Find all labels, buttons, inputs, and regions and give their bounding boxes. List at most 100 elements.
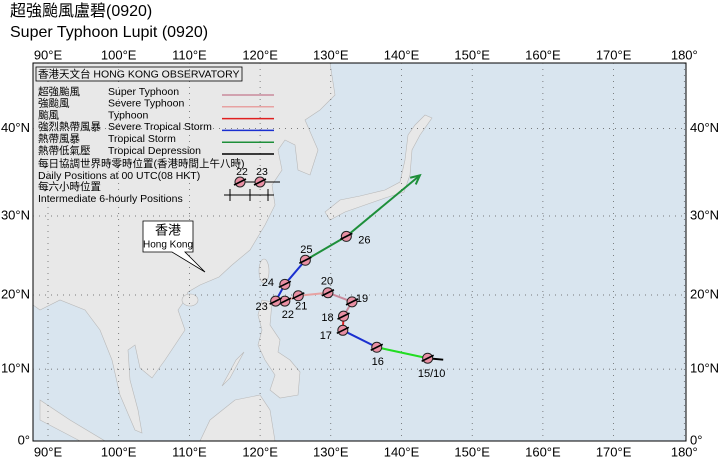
legend-daily-zh: 每日協調世界時零時位置(香港時間上午八時) — [38, 157, 245, 170]
daily-position — [336, 324, 350, 336]
legend-label-en: Super Typhoon — [108, 86, 179, 98]
lon-label-bottom: 120°E — [242, 444, 278, 459]
day-label: 25 — [300, 244, 312, 256]
legend-hourly-zh: 每六小時位置 — [38, 180, 101, 193]
daily-position — [278, 295, 292, 307]
lon-label-bottom: 90°E — [34, 444, 63, 459]
lon-label-top: 110°E — [172, 47, 207, 62]
legend-title-box — [35, 66, 243, 82]
position-bar — [321, 289, 335, 297]
legend-label-zh: 颱風 — [38, 109, 59, 121]
position-bar — [337, 312, 350, 320]
lon-label-top: 140°E — [384, 47, 420, 62]
lon-label-top: 150°E — [454, 47, 490, 62]
daily-position — [345, 296, 359, 308]
track-segment — [304, 235, 347, 262]
daily-position — [337, 310, 350, 322]
lat-label-right: 10°N — [690, 361, 718, 376]
lat-label-right: 0° — [690, 432, 702, 447]
legend-label-zh: 強烈熱帶風暴 — [38, 120, 101, 133]
day-label: 21 — [295, 301, 307, 313]
lon-label-bottom: 100°E — [101, 444, 137, 459]
map-frame — [32, 62, 687, 442]
lon-label-bottom: 150°E — [454, 444, 490, 459]
daily-position — [339, 230, 353, 242]
sample-label: 23 — [256, 166, 268, 178]
position-bar — [298, 256, 312, 264]
lat-label-right: 20°N — [690, 286, 718, 301]
daily-position — [298, 254, 312, 266]
lon-label-bottom: 130°E — [313, 444, 349, 459]
daily-position — [253, 176, 267, 188]
daily-position — [291, 290, 305, 302]
legend-label-zh: 熱帶風暴 — [38, 132, 80, 145]
position-bar — [253, 178, 267, 186]
lat-label-left: 40°N — [1, 120, 30, 135]
legend-label-zh: 熱帶低氣壓 — [38, 144, 91, 157]
daily-position — [278, 278, 292, 290]
legend-label-en: Severe Typhoon — [108, 98, 184, 110]
legend-label-zh: 超強颱風 — [38, 85, 80, 98]
day-label: 19 — [356, 293, 368, 305]
lon-label-top: 160°E — [525, 47, 561, 62]
callout-en: Hong Kong — [143, 240, 193, 251]
title-en: Super Typhoon Lupit (0920) — [10, 24, 208, 41]
daily-position — [421, 352, 435, 364]
position-bar — [278, 280, 292, 289]
lon-label-bottom: 160°E — [525, 444, 561, 459]
day-label: 22 — [282, 309, 294, 321]
position-bar — [233, 178, 247, 186]
legend-daily-en: Daily Positions at 00 UTC(08 HKT) — [38, 170, 200, 182]
legend-label-en: Typhoon — [108, 109, 148, 121]
lon-label-top: 120°E — [242, 47, 278, 62]
day-label: 26 — [358, 234, 370, 246]
lon-label-top: 170°E — [596, 47, 632, 62]
legend-label-en: Tropical Depression — [108, 145, 201, 157]
daily-position — [233, 176, 247, 188]
title-zh: 超強颱風盧碧(0920) — [10, 2, 152, 20]
lat-label-right: 40°N — [690, 120, 718, 135]
lon-label-top: 130°E — [313, 47, 349, 62]
daily-position — [321, 287, 335, 299]
lon-label-top: 100°E — [101, 47, 137, 62]
track-segment — [342, 329, 378, 349]
position-bar — [291, 292, 305, 300]
lon-label-bottom: 170°E — [596, 444, 632, 459]
day-label: 24 — [262, 277, 274, 289]
position-bar — [269, 297, 283, 305]
callout-zh: 香港 — [155, 222, 181, 237]
sample-label: 22 — [236, 166, 248, 178]
position-bar — [278, 297, 292, 305]
lon-label-bottom: 140°E — [384, 444, 420, 459]
day-label: 18 — [321, 312, 333, 324]
hong-kong-callout: 香港 Hong Kong — [142, 220, 206, 273]
lon-label-top: 180° — [671, 47, 698, 62]
position-bar — [345, 298, 359, 306]
position-bar — [421, 354, 435, 362]
callout-box — [142, 220, 206, 273]
legend-hourly-en: Intermediate 6-hourly Positions — [38, 193, 183, 205]
track-segment — [345, 174, 421, 238]
day-label: 15/10 — [418, 368, 446, 380]
daily-position — [370, 341, 384, 353]
position-bar — [339, 232, 353, 241]
track-arrowhead — [409, 173, 422, 185]
day-label: 20 — [321, 276, 333, 288]
daily-position — [269, 295, 283, 307]
lat-label-left: 20°N — [1, 286, 30, 301]
legend-label-en: Severe Tropical Storm — [108, 121, 212, 133]
day-label: 17 — [320, 330, 332, 342]
legend-label-en: Tropical Storm — [108, 133, 176, 145]
lat-label-left: 0° — [18, 432, 30, 447]
legend-label-zh: 強颱風 — [38, 97, 70, 110]
lat-label-right: 30°N — [690, 207, 718, 222]
position-bar — [336, 326, 350, 335]
lat-label-left: 10°N — [1, 361, 30, 376]
lon-label-bottom: 180° — [671, 444, 698, 459]
legend-title: 香港天文台 HONG KONG OBSERVATORY — [38, 67, 239, 80]
lon-label-top: 90°E — [34, 47, 63, 62]
lon-label-bottom: 110°E — [172, 444, 207, 459]
position-bar — [370, 343, 384, 351]
